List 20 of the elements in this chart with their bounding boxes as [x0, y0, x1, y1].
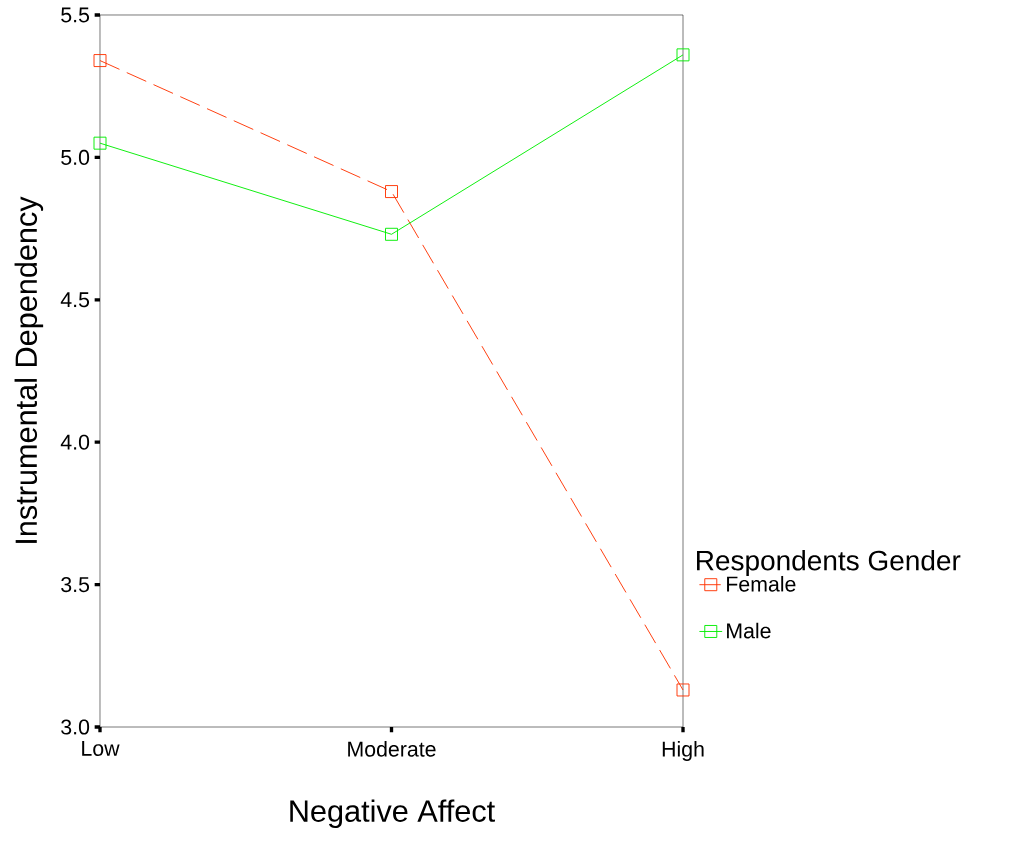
- legend-label: Male: [727, 622, 771, 639]
- y-tick-label: 5.0: [61, 149, 90, 165]
- y-tick-label: 5.5: [61, 7, 90, 23]
- point: [93, 136, 107, 150]
- x-tick-label: High: [662, 741, 704, 761]
- x-axis-title: Negative Affect: [290, 799, 495, 828]
- legend-label: Female: [727, 575, 796, 592]
- y-tick-label: 4.5: [60, 292, 90, 308]
- x-tick-label: Moderate: [348, 741, 436, 757]
- point: [676, 683, 690, 697]
- point: [93, 54, 107, 68]
- point: [385, 185, 398, 199]
- legend-title: Respondents Gender: [697, 549, 961, 577]
- point: [676, 48, 690, 62]
- y-tick-label: 4.0: [60, 434, 90, 450]
- y-tick-label: 3.5: [61, 577, 90, 593]
- y-tick-label: 3.0: [61, 719, 90, 735]
- x-tick-label: Low: [82, 741, 120, 756]
- y-axis-title: Instrumental Dependency: [14, 196, 44, 543]
- point: [385, 227, 398, 241]
